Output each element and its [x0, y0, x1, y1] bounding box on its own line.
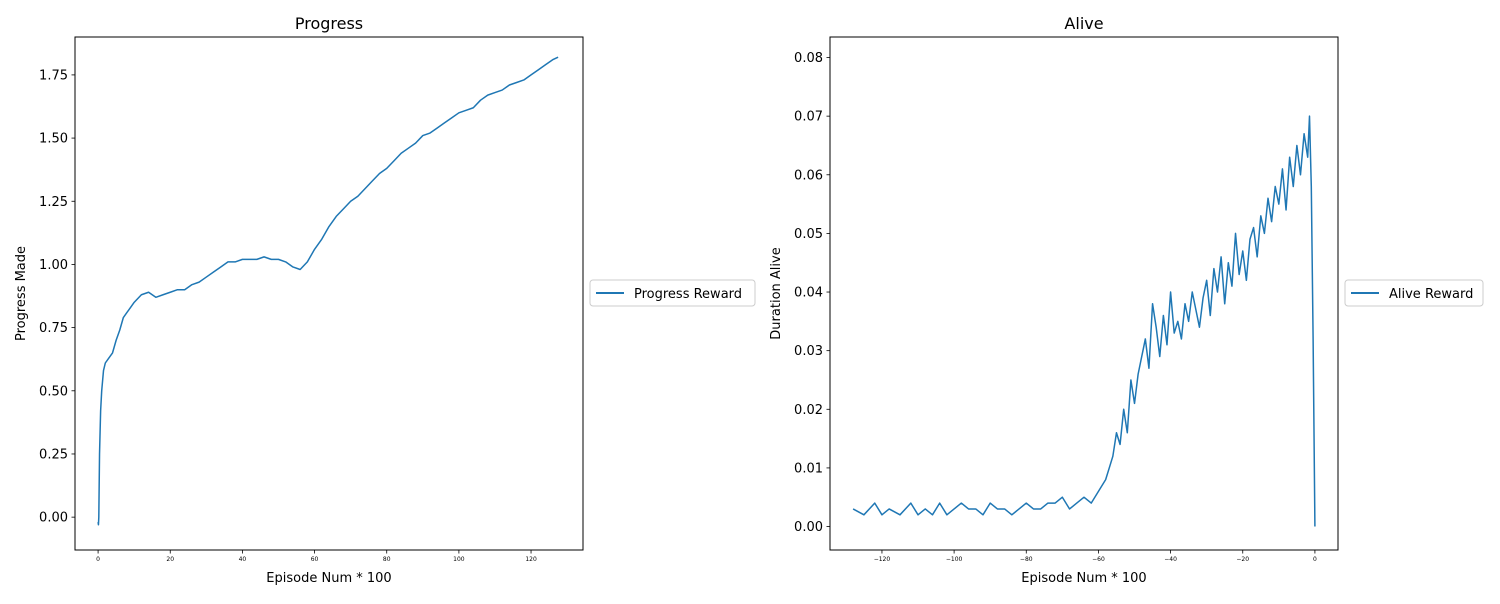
- chart-progress: Progress 0 20 40 60 80 100 120 0.00 0.25 0.50 0.7…: [14, 14, 756, 586]
- x-tick-label: 20: [166, 556, 174, 563]
- y-tick-label: 0.05: [794, 227, 823, 242]
- y-tick-label: 0.03: [794, 344, 823, 359]
- y-tick-label: 1.75: [39, 68, 68, 83]
- y-tick-label: 0.00: [794, 520, 823, 535]
- y-tick-label: 0.75: [39, 321, 68, 336]
- y-tick-group: 0.00 0.25 0.50 0.75 1.00 1.25 1.50 1.75: [39, 68, 75, 526]
- series-line: [852, 115, 1316, 527]
- axes-frame: [829, 36, 1339, 551]
- x-tick-label: 60: [311, 556, 319, 563]
- chart-title: Alive: [1064, 14, 1103, 33]
- x-tick-label: 0: [96, 556, 100, 563]
- y-tick-label: 1.50: [39, 132, 68, 147]
- data-layer: [97, 56, 559, 526]
- y-tick-label: 0.04: [794, 286, 823, 301]
- y-tick-label: 0.25: [39, 447, 68, 462]
- y-tick-label: 0.50: [39, 384, 68, 399]
- x-tick-label: −40: [1164, 556, 1177, 563]
- legend-label: Progress Reward: [634, 287, 742, 302]
- x-tick-label: −120: [874, 556, 891, 563]
- x-tick-label: −60: [1092, 556, 1105, 563]
- x-tick-group: −120 −100 −80 −60 −40 −20 0: [874, 550, 1317, 563]
- x-tick-group: 0 20 40 60 80 100 120: [96, 550, 537, 563]
- legend: Progress Reward: [589, 279, 756, 307]
- chart-alive: Alive −120 −100 −80 −60 −40 −20 0 0.00 0.01 0.02…: [769, 14, 1484, 586]
- legend: Alive Reward: [1344, 279, 1484, 307]
- y-tick-group: 0.00 0.01 0.02 0.03 0.04 0.05 0.06 0.07 0.08: [794, 51, 830, 535]
- y-tick-label: 0.00: [39, 511, 68, 526]
- x-tick-label: −100: [946, 556, 963, 563]
- x-tick-label: −20: [1236, 556, 1249, 563]
- axes-frame: [74, 36, 584, 551]
- legend-box: [589, 279, 756, 307]
- x-tick-label: 100: [453, 556, 465, 563]
- y-axis-label: Duration Alive: [769, 247, 784, 339]
- legend-box: [1344, 279, 1484, 307]
- chart-title: Progress: [295, 14, 363, 33]
- y-tick-label: 1.25: [39, 195, 68, 210]
- y-tick-label: 0.02: [794, 403, 823, 418]
- x-axis-label: Episode Num * 100: [266, 571, 391, 586]
- y-tick-label: 0.08: [794, 51, 823, 66]
- legend-label: Alive Reward: [1389, 287, 1473, 302]
- x-axis-label: Episode Num * 100: [1021, 571, 1146, 586]
- x-tick-label: 120: [525, 556, 537, 563]
- x-tick-label: 40: [239, 556, 247, 563]
- x-tick-label: 0: [1313, 556, 1317, 563]
- x-tick-label: 80: [383, 556, 391, 563]
- series-line: [97, 56, 559, 526]
- y-axis-label: Progress Made: [14, 246, 29, 341]
- y-tick-label: 0.07: [794, 110, 823, 125]
- x-tick-label: −80: [1020, 556, 1033, 563]
- data-layer: [852, 115, 1316, 527]
- y-tick-label: 1.00: [39, 258, 68, 273]
- y-tick-label: 0.06: [794, 168, 823, 183]
- y-tick-label: 0.01: [794, 461, 823, 476]
